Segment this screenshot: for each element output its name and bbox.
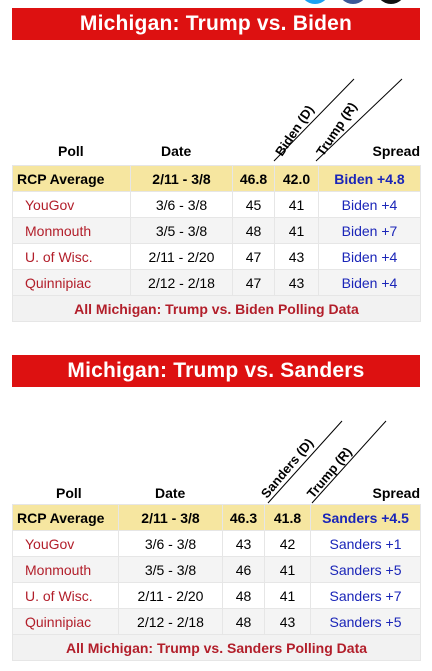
candidate1-value: 48 bbox=[222, 608, 265, 635]
spread-header: Spread bbox=[372, 143, 420, 159]
candidate2-value: 42 bbox=[264, 530, 311, 557]
spread-value: Sanders +7 bbox=[310, 582, 421, 609]
table-row: YouGov 3/6 - 3/8 43 42 Sanders +1 bbox=[12, 530, 421, 557]
spread-header: Spread bbox=[372, 485, 420, 501]
table-row: Monmouth 3/5 - 3/8 48 41 Biden +7 bbox=[12, 217, 421, 244]
poll-date: 2/11 - 2/20 bbox=[118, 582, 223, 609]
spread-value: Sanders +5 bbox=[310, 556, 421, 583]
poll-header: Poll bbox=[56, 485, 82, 501]
poll-date: 2/11 - 3/8 bbox=[118, 504, 223, 531]
candidate2-value: 43 bbox=[264, 608, 311, 635]
table-row: U. of Wisc. 2/11 - 2/20 48 41 Sanders +7 bbox=[12, 582, 421, 609]
candidate1-value: 48 bbox=[222, 582, 265, 609]
poll-link[interactable]: Quinnipiac bbox=[12, 269, 131, 296]
spread-value: Biden +4 bbox=[318, 191, 421, 218]
twitter-icon[interactable] bbox=[300, 0, 330, 4]
candidate2-value: 41.8 bbox=[264, 504, 311, 531]
table-row-all-link: All Michigan: Trump vs. Sanders Polling … bbox=[12, 634, 421, 661]
candidate2-header: Trump (R) bbox=[304, 444, 355, 501]
poll-date: 3/6 - 3/8 bbox=[130, 191, 233, 218]
poll-name: RCP Average bbox=[12, 504, 119, 531]
poll-date: 3/5 - 3/8 bbox=[118, 556, 223, 583]
poll-header: Poll bbox=[58, 143, 84, 159]
spread-value: Biden +4 bbox=[318, 243, 421, 270]
spread-value: Sanders +1 bbox=[310, 530, 421, 557]
section-title: Michigan: Trump vs. Sanders bbox=[12, 355, 420, 387]
candidate1-value: 46 bbox=[222, 556, 265, 583]
share-icons bbox=[292, 0, 412, 6]
spread-value: Biden +4 bbox=[318, 269, 421, 296]
candidate2-value: 43 bbox=[274, 269, 319, 296]
poll-link[interactable]: U. of Wisc. bbox=[12, 582, 119, 609]
poll-date: 2/12 - 2/18 bbox=[130, 269, 233, 296]
facebook-icon[interactable] bbox=[338, 0, 368, 4]
candidate2-value: 41 bbox=[274, 191, 319, 218]
poll-link[interactable]: YouGov bbox=[12, 191, 131, 218]
candidate1-value: 48 bbox=[232, 217, 275, 244]
candidate2-header: Trump (R) bbox=[313, 99, 360, 158]
poll-date: 3/5 - 3/8 bbox=[130, 217, 233, 244]
table-row-average: RCP Average 2/11 - 3/8 46.3 41.8 Sanders… bbox=[12, 504, 421, 531]
poll-link[interactable]: YouGov bbox=[12, 530, 119, 557]
candidate2-value: 41 bbox=[264, 556, 311, 583]
poll-date: 2/11 - 3/8 bbox=[130, 165, 233, 192]
table-row-all-link: All Michigan: Trump vs. Biden Polling Da… bbox=[12, 295, 421, 322]
poll-table: RCP Average 2/11 - 3/8 46.8 42.0 Biden +… bbox=[12, 165, 421, 322]
poll-link[interactable]: U. of Wisc. bbox=[12, 243, 131, 270]
candidate1-header: Biden (D) bbox=[272, 102, 317, 158]
candidate-headers: Sanders (D) Trump (R) bbox=[258, 420, 387, 504]
poll-link[interactable]: Quinnipiac bbox=[12, 608, 119, 635]
candidate1-value: 43 bbox=[222, 530, 265, 557]
candidate2-value: 43 bbox=[274, 243, 319, 270]
date-header: Date bbox=[155, 485, 186, 501]
candidate2-value: 41 bbox=[264, 582, 311, 609]
table-row: YouGov 3/6 - 3/8 45 41 Biden +4 bbox=[12, 191, 421, 218]
candidate-headers: Biden (D) Trump (R) bbox=[272, 78, 403, 162]
spread-value: Sanders +4.5 bbox=[310, 504, 421, 531]
candidate1-value: 45 bbox=[232, 191, 275, 218]
candidate1-value: 47 bbox=[232, 269, 275, 296]
share-icon[interactable] bbox=[376, 0, 406, 4]
all-polling-data-link[interactable]: All Michigan: Trump vs. Sanders Polling … bbox=[12, 634, 421, 661]
table-header: Poll Date Sanders (D) Trump (R) Spread bbox=[12, 420, 420, 507]
candidate2-value: 42.0 bbox=[274, 165, 319, 192]
poll-link[interactable]: Monmouth bbox=[12, 556, 119, 583]
poll-date: 2/11 - 2/20 bbox=[130, 243, 233, 270]
spread-value: Sanders +5 bbox=[310, 608, 421, 635]
date-header: Date bbox=[161, 143, 192, 159]
table-row: Quinnipiac 2/12 - 2/18 47 43 Biden +4 bbox=[12, 269, 421, 296]
poll-date: 2/12 - 2/18 bbox=[118, 608, 223, 635]
poll-date: 3/6 - 3/8 bbox=[118, 530, 223, 557]
table-row: Quinnipiac 2/12 - 2/18 48 43 Sanders +5 bbox=[12, 608, 421, 635]
spread-value: Biden +7 bbox=[318, 217, 421, 244]
table-header: Poll Date Biden (D) Trump (R) Spread bbox=[12, 78, 420, 165]
section-title: Michigan: Trump vs. Biden bbox=[12, 8, 420, 40]
spread-value: Biden +4.8 bbox=[318, 165, 421, 192]
candidate1-value: 46.8 bbox=[232, 165, 275, 192]
poll-link[interactable]: Monmouth bbox=[12, 217, 131, 244]
candidate1-value: 46.3 bbox=[222, 504, 265, 531]
table-row: Monmouth 3/5 - 3/8 46 41 Sanders +5 bbox=[12, 556, 421, 583]
table-row-average: RCP Average 2/11 - 3/8 46.8 42.0 Biden +… bbox=[12, 165, 421, 192]
candidate2-value: 41 bbox=[274, 217, 319, 244]
poll-name: RCP Average bbox=[12, 165, 131, 192]
all-polling-data-link[interactable]: All Michigan: Trump vs. Biden Polling Da… bbox=[12, 295, 421, 322]
candidate1-value: 47 bbox=[232, 243, 275, 270]
table-row: U. of Wisc. 2/11 - 2/20 47 43 Biden +4 bbox=[12, 243, 421, 270]
poll-table: RCP Average 2/11 - 3/8 46.3 41.8 Sanders… bbox=[12, 504, 421, 661]
